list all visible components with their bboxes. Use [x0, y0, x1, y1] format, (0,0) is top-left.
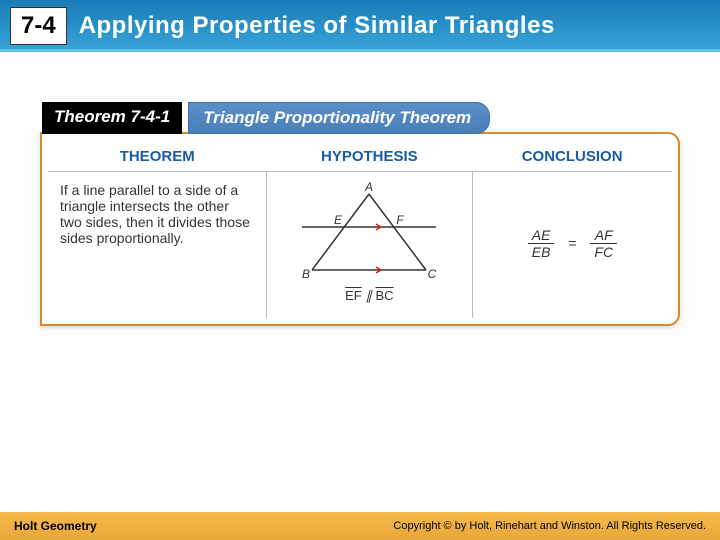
theorem-label-row: Theorem 7-4-1 Triangle Proportionality T… — [42, 102, 680, 134]
col-header-theorem: THEOREM — [48, 140, 266, 172]
theorem-box: Theorem 7-4-1 Triangle Proportionality T… — [40, 102, 680, 326]
theorem-number-label: Theorem 7-4-1 — [42, 102, 182, 134]
denominator-eb: EB — [528, 244, 555, 260]
denominator-fc: FC — [590, 244, 617, 260]
segment-bc: BC — [376, 288, 394, 303]
slide-title: Applying Properties of Similar Triangles — [79, 12, 555, 40]
equals-sign: = — [568, 235, 576, 251]
point-B: B — [302, 267, 310, 281]
hypothesis-cell: A E F B C EF ∥ BC — [266, 172, 472, 319]
point-C: C — [428, 267, 437, 281]
theorem-table-container: THEOREM HYPOTHESIS CONCLUSION If a line … — [40, 132, 680, 326]
fraction-right: AF FC — [590, 227, 617, 260]
conclusion-cell: AE EB = AF FC — [472, 172, 672, 319]
fraction-left: AE EB — [528, 227, 555, 260]
parallel-symbol: ∥ — [365, 288, 372, 303]
table-row: If a line parallel to a side of a triang… — [48, 172, 672, 319]
col-header-hypothesis: HYPOTHESIS — [266, 140, 472, 172]
footer-brand: Holt Geometry — [14, 519, 97, 533]
segment-ef: EF — [345, 288, 362, 303]
table-header-row: THEOREM HYPOTHESIS CONCLUSION — [48, 140, 672, 172]
theorem-statement-cell: If a line parallel to a side of a triang… — [48, 172, 266, 319]
triangle-diagram: A E F B C — [284, 182, 454, 282]
numerator-ae: AE — [528, 227, 555, 244]
theorem-name-label: Triangle Proportionality Theorem — [188, 102, 490, 134]
point-E: E — [334, 213, 343, 227]
slide-header: 7-4 Applying Properties of Similar Trian… — [0, 0, 720, 52]
hypothesis-caption: EF ∥ BC — [279, 288, 460, 304]
point-F: F — [397, 213, 405, 227]
slide-footer: Holt Geometry Copyright © by Holt, Rineh… — [0, 512, 720, 540]
lesson-number-badge: 7-4 — [10, 7, 67, 45]
theorem-table: THEOREM HYPOTHESIS CONCLUSION If a line … — [48, 140, 672, 318]
col-header-conclusion: CONCLUSION — [472, 140, 672, 172]
numerator-af: AF — [590, 227, 617, 244]
slide-content: Theorem 7-4-1 Triangle Proportionality T… — [0, 52, 720, 326]
footer-copyright: Copyright © by Holt, Rinehart and Winsto… — [393, 520, 706, 532]
point-A: A — [364, 182, 373, 194]
